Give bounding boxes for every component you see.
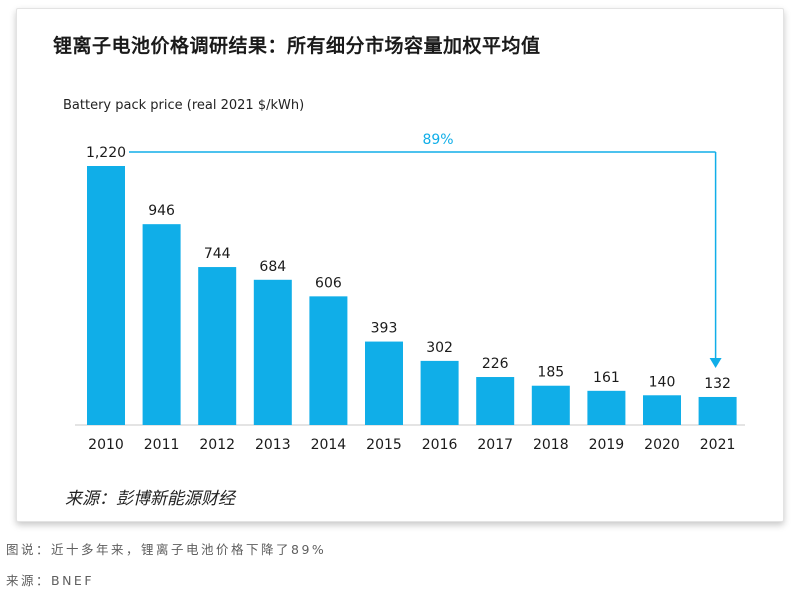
x-tick-label-2021: 2021 (700, 437, 736, 453)
bar-2019 (587, 390, 626, 425)
x-tick-label-2019: 2019 (589, 437, 625, 453)
bar-2017 (476, 377, 515, 425)
bar-2021 (698, 396, 737, 425)
value-label-2012: 744 (204, 246, 231, 262)
bar-chart: Battery pack price (real 2021 $/kWh) 1,22… (63, 98, 745, 453)
x-tick-label-2012: 2012 (199, 437, 235, 453)
bar-2020 (643, 395, 681, 425)
y-axis-label: Battery pack price (real 2021 $/kWh) (63, 98, 304, 113)
bar-2016 (420, 360, 459, 425)
value-label-2021: 132 (704, 376, 731, 392)
bar-2014 (309, 296, 348, 425)
source-note: 来源：彭博新能源财经 (65, 489, 235, 509)
value-label-2018: 185 (537, 365, 564, 381)
bar-2015 (365, 341, 403, 425)
figure-caption: 图说：近十多年来，锂离子电池价格下降了89% (6, 542, 327, 557)
x-tick-label-2014: 2014 (311, 437, 347, 453)
figure-credit: 来源：BNEF (6, 573, 95, 588)
bar-2010 (87, 166, 125, 425)
value-label-2019: 161 (593, 370, 620, 386)
value-label-2013: 684 (259, 259, 286, 275)
x-tick-label-2017: 2017 (477, 437, 513, 453)
value-label-2020: 140 (649, 374, 676, 390)
value-label-2011: 946 (148, 203, 175, 219)
x-tick-label-2018: 2018 (533, 437, 569, 453)
bar-2013 (253, 279, 292, 425)
annotation-arrowhead (709, 357, 722, 368)
chart-card: 锂离子电池价格调研结果：所有细分市场容量加权平均值 Battery pack p… (16, 8, 784, 522)
chart-title: 锂离子电池价格调研结果：所有细分市场容量加权平均值 (53, 35, 541, 57)
value-label-2016: 302 (426, 340, 453, 356)
x-tick-label-2016: 2016 (422, 437, 458, 453)
bar-2018 (531, 385, 570, 425)
x-tick-label-2013: 2013 (255, 437, 291, 453)
value-label-2010: 1,220 (86, 145, 126, 161)
x-tick-label-2011: 2011 (144, 437, 180, 453)
value-label-2015: 393 (371, 321, 398, 337)
x-tick-label-2010: 2010 (88, 437, 124, 453)
annotation-label: 89% (422, 132, 453, 148)
bar-2012 (198, 267, 237, 425)
x-tick-label-2015: 2015 (366, 437, 402, 453)
value-label-2017: 226 (482, 356, 509, 372)
bar-2011 (142, 224, 181, 425)
x-tick-label-2020: 2020 (644, 437, 680, 453)
value-label-2014: 606 (315, 275, 342, 291)
